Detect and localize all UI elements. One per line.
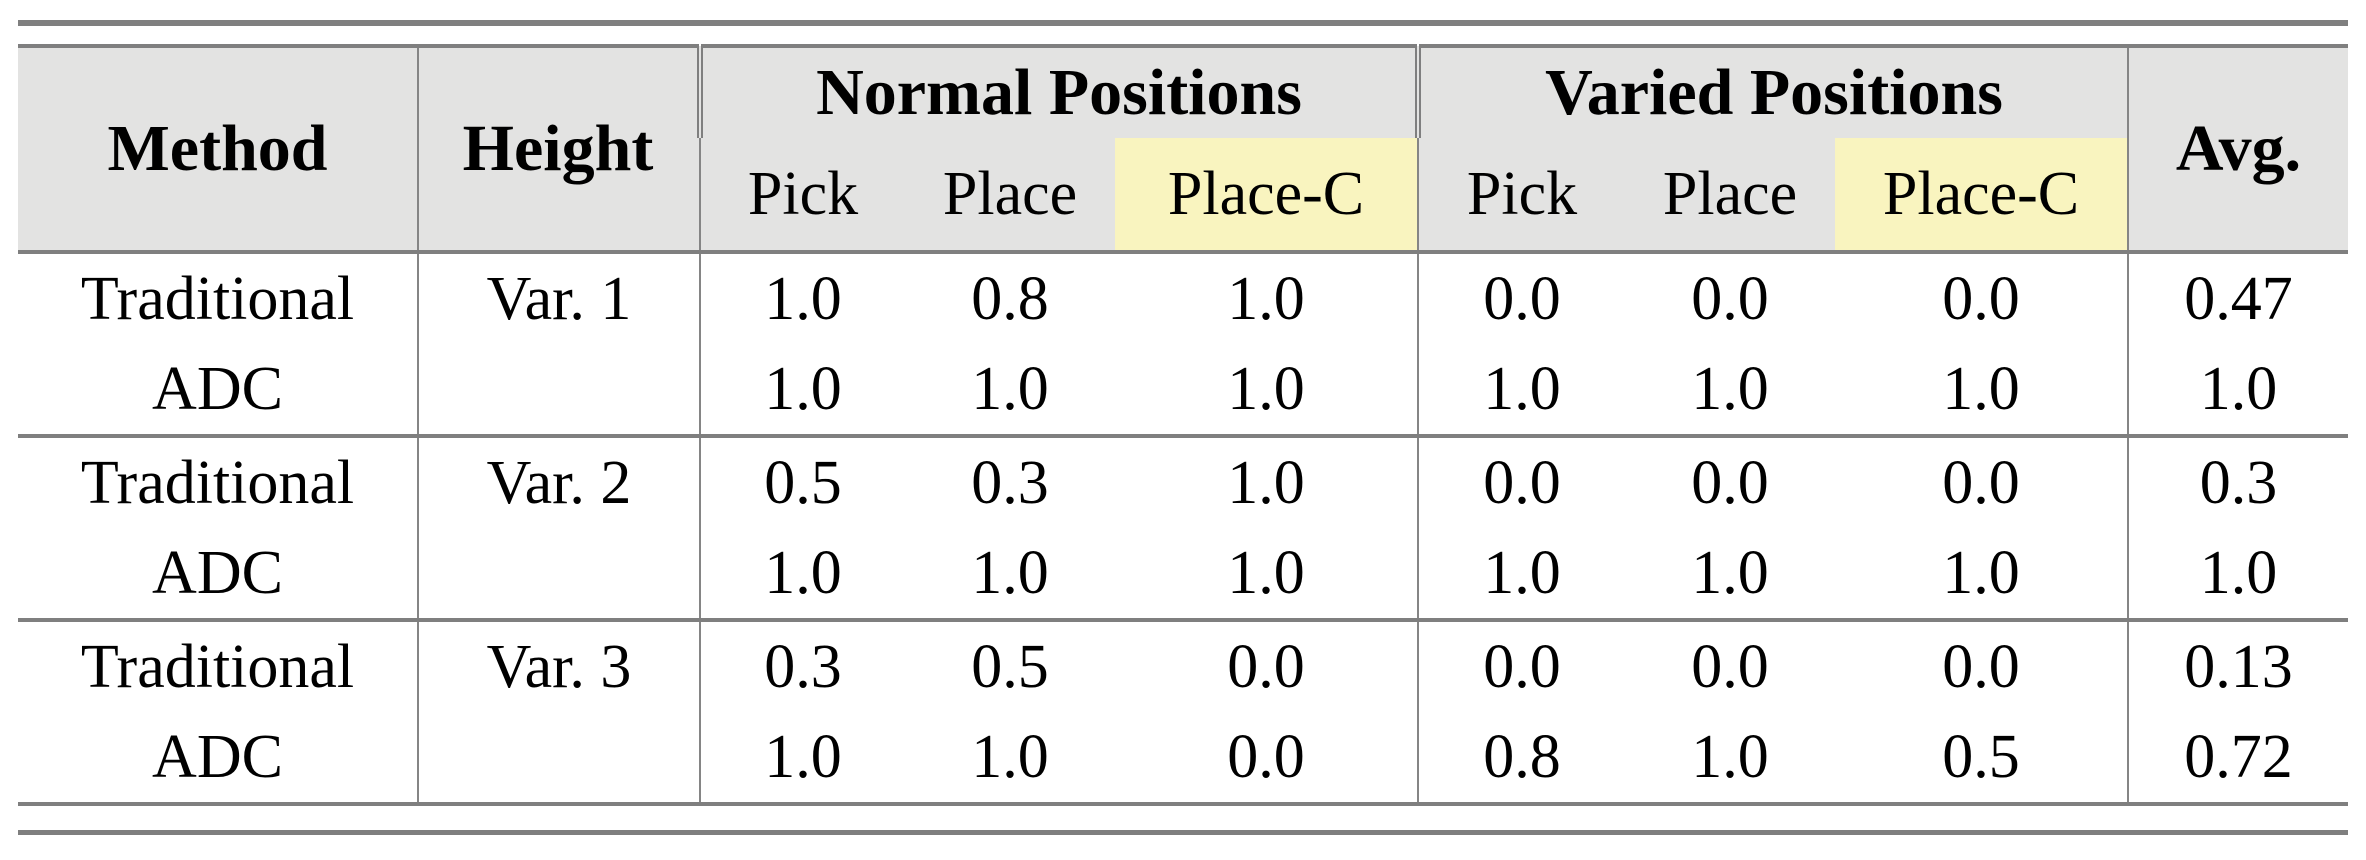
cell-value: 1.0 xyxy=(1115,252,1419,344)
col-header-method: Method xyxy=(18,44,418,254)
cell-avg: 0.72 xyxy=(2127,712,2349,806)
cell-height: Var. 3 xyxy=(417,620,700,712)
cell-value: 1.0 xyxy=(1115,528,1419,622)
table-body: Traditional Var. 1 1.0 0.8 1.0 0.0 0.0 0… xyxy=(18,252,2349,806)
cell-value: 1.0 xyxy=(1417,344,1626,438)
table-row: ADC 1.0 1.0 0.0 0.8 1.0 0.5 0.72 xyxy=(18,712,2349,806)
cell-value: 1.0 xyxy=(699,252,905,344)
cell-method: Traditional xyxy=(18,252,418,344)
cell-value: 1.0 xyxy=(1115,436,1419,528)
table-row: Traditional Var. 3 0.3 0.5 0.0 0.0 0.0 0… xyxy=(18,620,2349,712)
top-double-rule xyxy=(18,20,2348,26)
cell-method: ADC xyxy=(18,528,418,622)
col-header-height: Height xyxy=(417,44,700,254)
cell-value: 1.0 xyxy=(699,528,905,622)
cell-value: 0.3 xyxy=(699,620,905,712)
cell-value: 0.0 xyxy=(1835,436,2129,528)
col-group-varied-positions: Varied Positions xyxy=(1415,44,2129,138)
results-table: Method Height Normal Positions Varied Po… xyxy=(18,44,2349,806)
table-row: Traditional Var. 1 1.0 0.8 1.0 0.0 0.0 0… xyxy=(18,252,2349,344)
cell-method: ADC xyxy=(18,712,418,806)
cell-value: 0.0 xyxy=(1417,436,1626,528)
col-header-avg: Avg. xyxy=(2127,44,2349,254)
cell-value: 1.0 xyxy=(905,344,1115,438)
cell-height: Var. 2 xyxy=(417,436,700,528)
cell-value: 0.0 xyxy=(1115,712,1419,806)
cell-value: 0.0 xyxy=(1625,252,1836,344)
header-row-groups: Method Height Normal Positions Varied Po… xyxy=(18,44,2349,254)
col-group-normal-positions: Normal Positions xyxy=(696,44,1419,138)
cell-value: 0.0 xyxy=(1625,620,1836,712)
table-header: Method Height Normal Positions Varied Po… xyxy=(18,44,2349,254)
cell-avg: 0.47 xyxy=(2127,252,2349,344)
cell-value: 0.8 xyxy=(1417,712,1626,806)
header-row-subcolumns: Pick Place Place-C Pick Place Place-C xyxy=(18,138,2348,254)
cell-value: 1.0 xyxy=(1625,528,1836,622)
cell-avg: 0.3 xyxy=(2127,436,2349,528)
cell-value: 0.0 xyxy=(1115,620,1419,712)
cell-value: 0.8 xyxy=(905,252,1115,344)
cell-value: 1.0 xyxy=(699,712,905,806)
cell-height xyxy=(417,712,700,806)
cell-avg: 0.13 xyxy=(2127,620,2349,712)
cell-height xyxy=(417,344,700,438)
subcol-header-pick-varied: Pick xyxy=(1417,138,1626,254)
cell-value: 1.0 xyxy=(1115,344,1419,438)
cell-value: 1.0 xyxy=(1835,344,2129,438)
subcol-header-place-c-normal: Place-C xyxy=(1115,138,1419,254)
table-row: Traditional Var. 2 0.5 0.3 1.0 0.0 0.0 0… xyxy=(18,436,2349,528)
cell-value: 1.0 xyxy=(905,712,1115,806)
cell-value: 0.0 xyxy=(1835,252,2129,344)
cell-value: 1.0 xyxy=(905,528,1115,622)
subcol-header-place-normal: Place xyxy=(905,138,1115,254)
cell-value: 0.0 xyxy=(1417,620,1626,712)
cell-value: 1.0 xyxy=(1625,712,1836,806)
bottom-double-rule xyxy=(18,830,2348,835)
cell-avg: 1.0 xyxy=(2127,344,2349,438)
cell-method: Traditional xyxy=(18,436,418,528)
cell-method: Traditional xyxy=(18,620,418,712)
cell-value: 0.5 xyxy=(1835,712,2129,806)
subcol-header-place-varied: Place xyxy=(1625,138,1836,254)
table-row: ADC 1.0 1.0 1.0 1.0 1.0 1.0 1.0 xyxy=(18,344,2349,438)
subcol-header-place-c-varied: Place-C xyxy=(1835,138,2129,254)
cell-value: 0.5 xyxy=(905,620,1115,712)
cell-value: 0.0 xyxy=(1417,252,1626,344)
table-row: ADC 1.0 1.0 1.0 1.0 1.0 1.0 1.0 xyxy=(18,528,2349,622)
cell-value: 0.3 xyxy=(905,436,1115,528)
cell-avg: 1.0 xyxy=(2127,528,2349,622)
cell-value: 1.0 xyxy=(699,344,905,438)
cell-value: 1.0 xyxy=(1835,528,2129,622)
cell-value: 1.0 xyxy=(1417,528,1626,622)
cell-value: 1.0 xyxy=(1625,344,1836,438)
cell-value: 0.0 xyxy=(1625,436,1836,528)
cell-method: ADC xyxy=(18,344,418,438)
cell-value: 0.0 xyxy=(1835,620,2129,712)
subcol-header-pick-normal: Pick xyxy=(699,138,905,254)
cell-value: 0.5 xyxy=(699,436,905,528)
cell-height xyxy=(417,528,700,622)
cell-height: Var. 1 xyxy=(417,252,700,344)
